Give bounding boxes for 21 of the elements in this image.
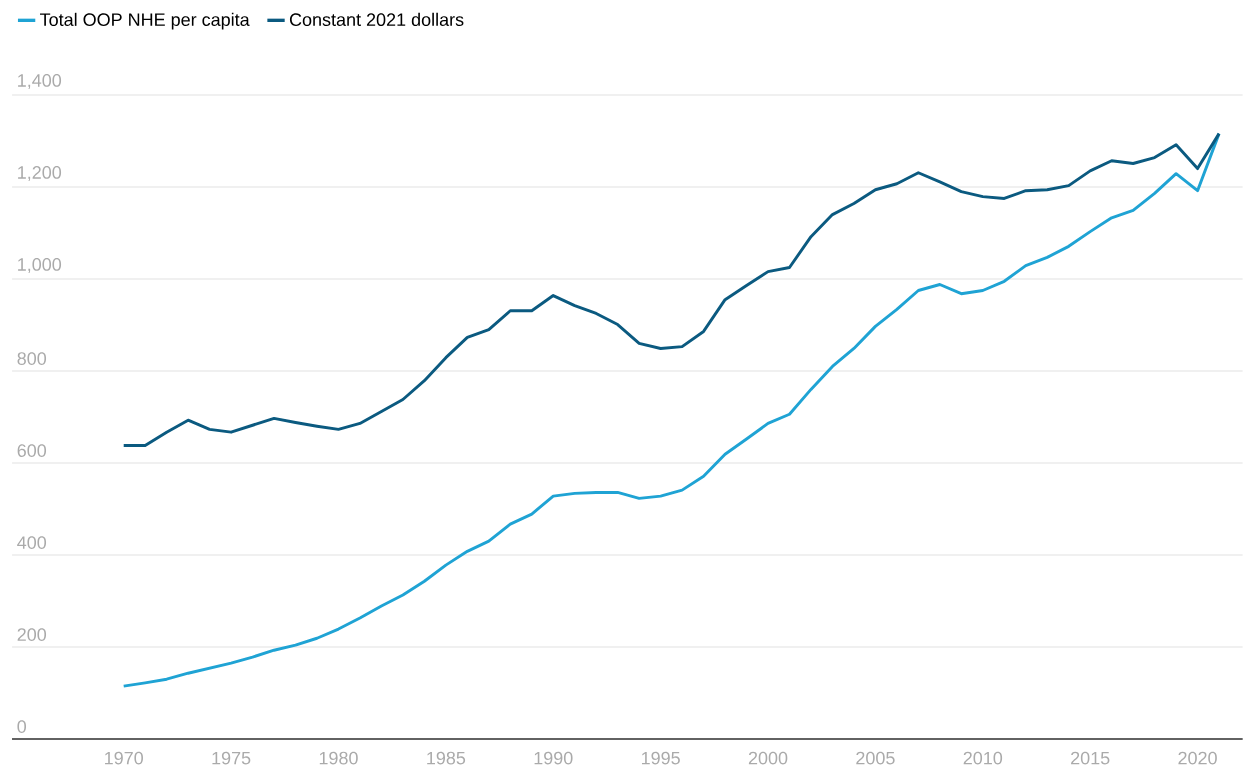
x-tick-label: 1990	[534, 751, 573, 765]
x-tick-label: 2015	[1071, 751, 1110, 765]
y-tick-label: 800	[17, 352, 47, 365]
x-tick-label: 2005	[856, 751, 895, 765]
legend-label: Total OOP NHE per capita	[40, 12, 250, 30]
y-tick-label: 1,000	[18, 258, 62, 273]
x-tick-label: 2020	[1178, 751, 1217, 765]
x-tick-label: 1970	[105, 751, 143, 765]
y-tick-label: 1,200	[18, 166, 62, 181]
y-tick-label: 400	[17, 536, 47, 549]
x-tick-label: 2000	[748, 751, 788, 765]
y-tick-label: 600	[17, 444, 47, 457]
x-tick-label: 1985	[427, 751, 466, 765]
x-tick-label: 1995	[641, 751, 680, 765]
y-tick-label: 200	[17, 628, 47, 641]
y-tick-label: 1,400	[18, 74, 62, 89]
legend-label: Constant 2021 dollars	[289, 12, 464, 27]
x-tick-label: 1980	[319, 751, 358, 765]
y-tick-label: 0	[17, 720, 27, 733]
x-tick-label: 2010	[963, 751, 1003, 765]
x-tick-label: 1975	[212, 751, 251, 765]
